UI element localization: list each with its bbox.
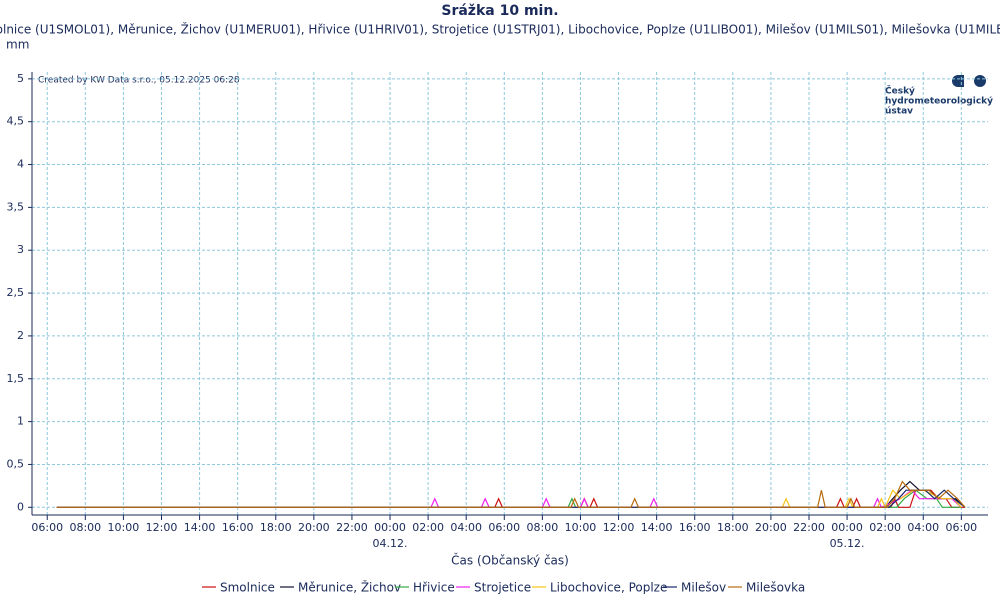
x-tick-label: 02:00 xyxy=(412,521,444,534)
x-tick-label: 06:00 xyxy=(488,521,520,534)
x-tick-label: 08:00 xyxy=(69,521,101,534)
y-tick-label: 3 xyxy=(17,243,24,256)
x-tick-label: 22:00 xyxy=(336,521,368,534)
x-tick-label: 04:00 xyxy=(450,521,482,534)
y-tick-label: 0,5 xyxy=(7,457,25,470)
logo: Český hydrometeorologický ústav xyxy=(885,75,993,117)
x-tick-label: 14:00 xyxy=(641,521,673,534)
x-tick-label: 20:00 xyxy=(755,521,787,534)
series-line xyxy=(56,489,966,508)
legend-label: Hřivice xyxy=(413,581,455,595)
chart-subtitle: Smolnice (U1SMOL01), Měrunice, Žichov (U… xyxy=(0,22,1000,37)
y-tick-label: 3,5 xyxy=(7,200,25,213)
logo-text: ústav xyxy=(885,107,913,117)
legend-label: Měrunice, Žichov xyxy=(298,580,401,595)
x-tick-label: 12:00 xyxy=(603,521,635,534)
y-tick-label: 5 xyxy=(17,72,24,85)
logo-dot xyxy=(974,75,986,87)
legend-label: Smolnice xyxy=(220,581,275,595)
y-tick-label: 0 xyxy=(17,500,24,513)
x-tick-label: 06:00 xyxy=(31,521,63,534)
y-axis-label: mm xyxy=(6,38,29,52)
legend-label: Strojetice xyxy=(474,581,531,595)
y-tick-label: 2 xyxy=(17,329,24,342)
credit: Created by KW Data s.r.o., 05.12.2025 06… xyxy=(38,76,240,86)
date-label: 04.12. xyxy=(373,537,408,550)
x-tick-label: 16:00 xyxy=(222,521,254,534)
legend-label: Libochovice, Poplze xyxy=(550,581,667,595)
x-tick-label: 00:00 xyxy=(374,521,406,534)
x-tick-label: 08:00 xyxy=(527,521,559,534)
logo-text: Český xyxy=(885,85,915,97)
x-tick-label: 04:00 xyxy=(907,521,939,534)
x-tick-label: 22:00 xyxy=(793,521,825,534)
x-tick-label: 10:00 xyxy=(108,521,140,534)
x-tick-label: 14:00 xyxy=(184,521,216,534)
series-line xyxy=(56,489,962,509)
x-tick-label: 18:00 xyxy=(260,521,292,534)
logo-shape xyxy=(958,75,964,87)
logo-text: hydrometeorologický xyxy=(885,97,993,107)
series-line xyxy=(56,480,966,508)
y-tick-label: 2,5 xyxy=(7,286,25,299)
x-tick-label: 02:00 xyxy=(869,521,901,534)
x-tick-label: 12:00 xyxy=(146,521,178,534)
y-tick-label: 4 xyxy=(17,158,24,171)
x-tick-label: 18:00 xyxy=(717,521,749,534)
y-tick-label: 4,5 xyxy=(7,115,25,128)
date-label: 05.12. xyxy=(830,537,865,550)
y-tick-label: 1,5 xyxy=(7,372,25,385)
y-tick-label: 1 xyxy=(17,415,24,428)
series-line xyxy=(56,489,962,509)
x-tick-label: 00:00 xyxy=(831,521,863,534)
chart-title: Srážka 10 min. xyxy=(441,3,558,19)
series-line xyxy=(56,489,962,508)
x-tick-label: 10:00 xyxy=(565,521,597,534)
x-tick-label: 20:00 xyxy=(298,521,330,534)
legend-label: Milešovka xyxy=(746,581,805,595)
x-tick-label: 06:00 xyxy=(945,521,977,534)
x-tick-label: 16:00 xyxy=(679,521,711,534)
legend-label: Milešov xyxy=(681,581,726,595)
x-axis-label: Čas (Občanský čas) xyxy=(451,553,569,568)
series-line xyxy=(56,480,966,508)
series-line xyxy=(56,489,966,508)
